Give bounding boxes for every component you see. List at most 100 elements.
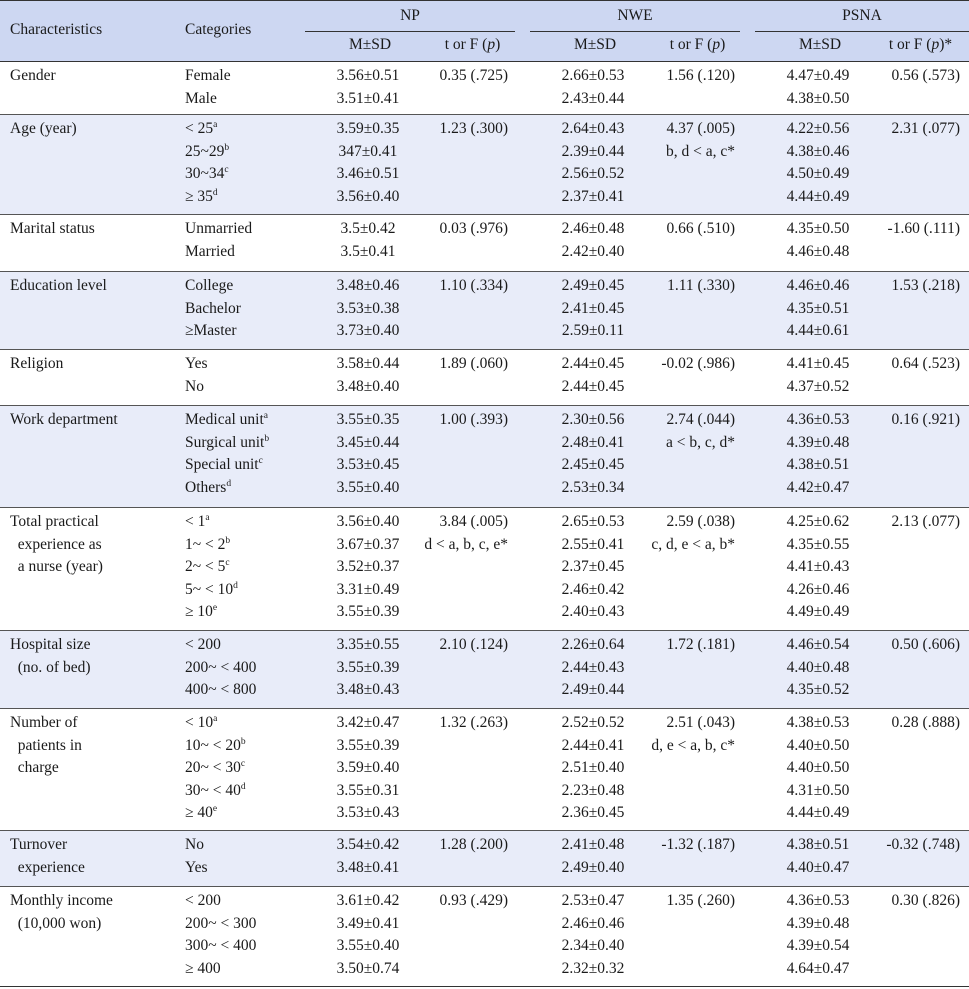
nwe-test-stat: -0.02 (.986) xyxy=(661,355,735,372)
nwe-msd-values: 2.49±0.45 2.41±0.45 2.59±0.11 xyxy=(561,277,625,339)
group-divider-np xyxy=(305,31,515,32)
np-test-stat: 2.10 (.124) xyxy=(439,636,508,653)
psna-test-stat: 0.28 (.888) xyxy=(891,714,960,731)
header-group-psna: PSNA xyxy=(842,7,882,24)
np-test-stat: 1.00 (.393) xyxy=(439,411,508,428)
nwe-msd-values: 2.64±0.43 2.39±0.44 2.56±0.52 2.37±0.41 xyxy=(561,120,625,205)
nwe-msd-values: 2.44±0.45 2.44±0.45 xyxy=(561,355,625,395)
psna-test-stat: 0.16 (.921) xyxy=(891,411,960,428)
characteristic-label: Age (year) xyxy=(10,120,77,137)
np-test-stat: 1.89 (.060) xyxy=(439,355,508,372)
header-nwe-tf: t or F (p) xyxy=(669,36,726,53)
nwe-test-stat: 2.59 (.038) c, d, e < a, b* xyxy=(651,513,735,553)
header-psna-msd: M±SD xyxy=(798,36,842,53)
table-row xyxy=(0,631,969,709)
table-row xyxy=(0,887,969,987)
np-msd-values: 3.55±0.35 3.45±0.44 3.53±0.45 3.55±0.40 xyxy=(336,411,400,496)
table-row xyxy=(0,272,969,350)
np-test-stat: 1.23 (.300) xyxy=(439,120,508,137)
psna-msd-values: 4.47±0.49 4.38±0.50 xyxy=(786,67,850,107)
header-np-tf: t or F (p) xyxy=(444,36,501,53)
np-test-stat: 1.32 (.263) xyxy=(439,714,508,731)
nwe-msd-values: 2.26±0.64 2.44±0.43 2.49±0.44 xyxy=(561,636,625,698)
np-msd-values: 3.42±0.47 3.55±0.39 3.59±0.40 3.55±0.31 3.53… xyxy=(336,714,400,821)
psna-test-stat: 0.50 (.606) xyxy=(891,636,960,653)
characteristic-label: Education level xyxy=(10,277,107,294)
nwe-test-stat: 2.51 (.043) d, e < a, b, c* xyxy=(651,714,735,754)
psna-test-stat: -0.32 (.748) xyxy=(886,836,960,853)
category-list: < 25a 25~29b 30~34c ≥ 35d xyxy=(185,120,230,205)
psna-test-stat: 2.13 (.077) xyxy=(891,513,960,530)
header-categories: Categories xyxy=(185,21,252,38)
np-msd-values: 3.61±0.42 3.49±0.41 3.55±0.40 3.50±0.74 xyxy=(336,892,400,977)
header-nwe-msd: M±SD xyxy=(573,36,617,53)
psna-test-stat: -1.60 (.111) xyxy=(887,220,960,237)
characteristic-label: Monthly income (10,000 won) xyxy=(10,892,113,932)
category-list: College Bachelor ≥Master xyxy=(185,277,241,339)
group-divider-psna xyxy=(755,31,969,32)
np-test-stat: 1.10 (.334) xyxy=(439,277,508,294)
category-list: Yes No xyxy=(185,355,208,395)
header-group-nwe: NWE xyxy=(617,7,653,24)
group-divider-nwe xyxy=(530,31,740,32)
np-msd-values: 3.59±0.35 347±0.41 3.46±0.51 3.56±0.40 xyxy=(336,120,400,205)
header-psna-tf: t or F (p)* xyxy=(888,36,953,53)
header-group-np: NP xyxy=(400,7,420,24)
np-msd-values: 3.54±0.42 3.48±0.41 xyxy=(336,836,400,876)
psna-msd-values: 4.22±0.56 4.38±0.46 4.50±0.49 4.44±0.49 xyxy=(786,120,850,205)
psna-msd-values: 4.46±0.54 4.40±0.48 4.35±0.52 xyxy=(786,636,850,698)
nwe-msd-values: 2.65±0.53 2.55±0.41 2.37±0.45 2.46±0.42 2.40… xyxy=(561,513,625,620)
characteristic-label: Hospital size (no. of bed) xyxy=(10,636,91,676)
nwe-test-stat: 1.72 (.181) xyxy=(666,636,735,653)
characteristic-label: Total practical experience as a nurse (y… xyxy=(10,513,103,575)
characteristic-label: Work department xyxy=(10,411,118,428)
category-list: No Yes xyxy=(185,836,208,876)
psna-msd-values: 4.46±0.46 4.35±0.51 4.44±0.61 xyxy=(786,277,850,339)
table-row xyxy=(0,508,969,631)
table-row xyxy=(0,709,969,831)
nwe-test-stat: 0.66 (.510) xyxy=(666,220,735,237)
np-msd-values: 3.58±0.44 3.48±0.40 xyxy=(336,355,400,395)
nwe-test-stat: 2.74 (.044) a < b, c, d* xyxy=(665,411,735,451)
nwe-test-stat: 4.37 (.005) b, d < a, c* xyxy=(665,120,735,160)
np-test-stat: 0.03 (.976) xyxy=(439,220,508,237)
table-row xyxy=(0,215,969,272)
nwe-msd-values: 2.41±0.48 2.49±0.40 xyxy=(561,836,625,876)
psna-msd-values: 4.35±0.50 4.46±0.48 xyxy=(786,220,850,260)
nwe-msd-values: 2.53±0.47 2.46±0.46 2.34±0.40 2.32±0.32 xyxy=(561,892,625,977)
category-list: < 200 200~ < 300 300~ < 400 ≥ 400 xyxy=(185,892,257,977)
header-np-msd: M±SD xyxy=(348,36,392,53)
characteristic-label: Marital status xyxy=(10,220,95,237)
np-test-stat: 0.93 (.429) xyxy=(439,892,508,909)
np-msd-values: 3.48±0.46 3.53±0.38 3.73±0.40 xyxy=(336,277,400,339)
table-row xyxy=(0,62,969,115)
nwe-msd-values: 2.66±0.53 2.43±0.44 xyxy=(561,67,625,107)
psna-msd-values: 4.25±0.62 4.35±0.55 4.41±0.43 4.26±0.46 4.49… xyxy=(786,513,850,620)
psna-msd-values: 4.36±0.53 4.39±0.48 4.39±0.54 4.64±0.47 xyxy=(786,892,850,977)
characteristic-label: Turnover experience xyxy=(10,836,85,876)
nwe-msd-values: 2.30±0.56 2.48±0.41 2.45±0.45 2.53±0.34 xyxy=(561,411,625,496)
characteristic-label: Gender xyxy=(10,67,56,84)
psna-msd-values: 4.38±0.53 4.40±0.50 4.40±0.50 4.31±0.50 4.44… xyxy=(786,714,850,821)
np-msd-values: 3.5±0.42 3.5±0.41 xyxy=(340,220,396,260)
psna-test-stat: 1.53 (.218) xyxy=(891,277,960,294)
psna-test-stat: 0.56 (.573) xyxy=(891,67,960,84)
psna-msd-values: 4.38±0.51 4.40±0.47 xyxy=(786,836,850,876)
nwe-test-stat: -1.32 (.187) xyxy=(661,836,735,853)
np-msd-values: 3.35±0.55 3.55±0.39 3.48±0.43 xyxy=(336,636,400,698)
characteristic-label: Religion xyxy=(10,355,64,372)
category-list: Female Male xyxy=(185,67,231,107)
psna-msd-values: 4.36±0.53 4.39±0.48 4.38±0.51 4.42±0.47 xyxy=(786,411,850,496)
np-test-stat: 0.35 (.725) xyxy=(439,67,508,84)
np-msd-values: 3.56±0.51 3.51±0.41 xyxy=(336,67,400,107)
table-row xyxy=(0,831,969,887)
category-list: Unmarried Married xyxy=(185,220,253,260)
np-msd-values: 3.56±0.40 3.67±0.37 3.52±0.37 3.31±0.49 3.55… xyxy=(336,513,400,620)
category-list: < 10a 10~ < 20b 20~ < 30c 30~ < 40d ≥ 40e xyxy=(185,714,246,821)
header-characteristics: Characteristics xyxy=(10,21,103,38)
characteristic-label: Number of patients in charge xyxy=(10,714,82,776)
category-list: < 200 200~ < 400 400~ < 800 xyxy=(185,636,257,698)
np-test-stat: 1.28 (.200) xyxy=(439,836,508,853)
table-row xyxy=(0,115,969,215)
